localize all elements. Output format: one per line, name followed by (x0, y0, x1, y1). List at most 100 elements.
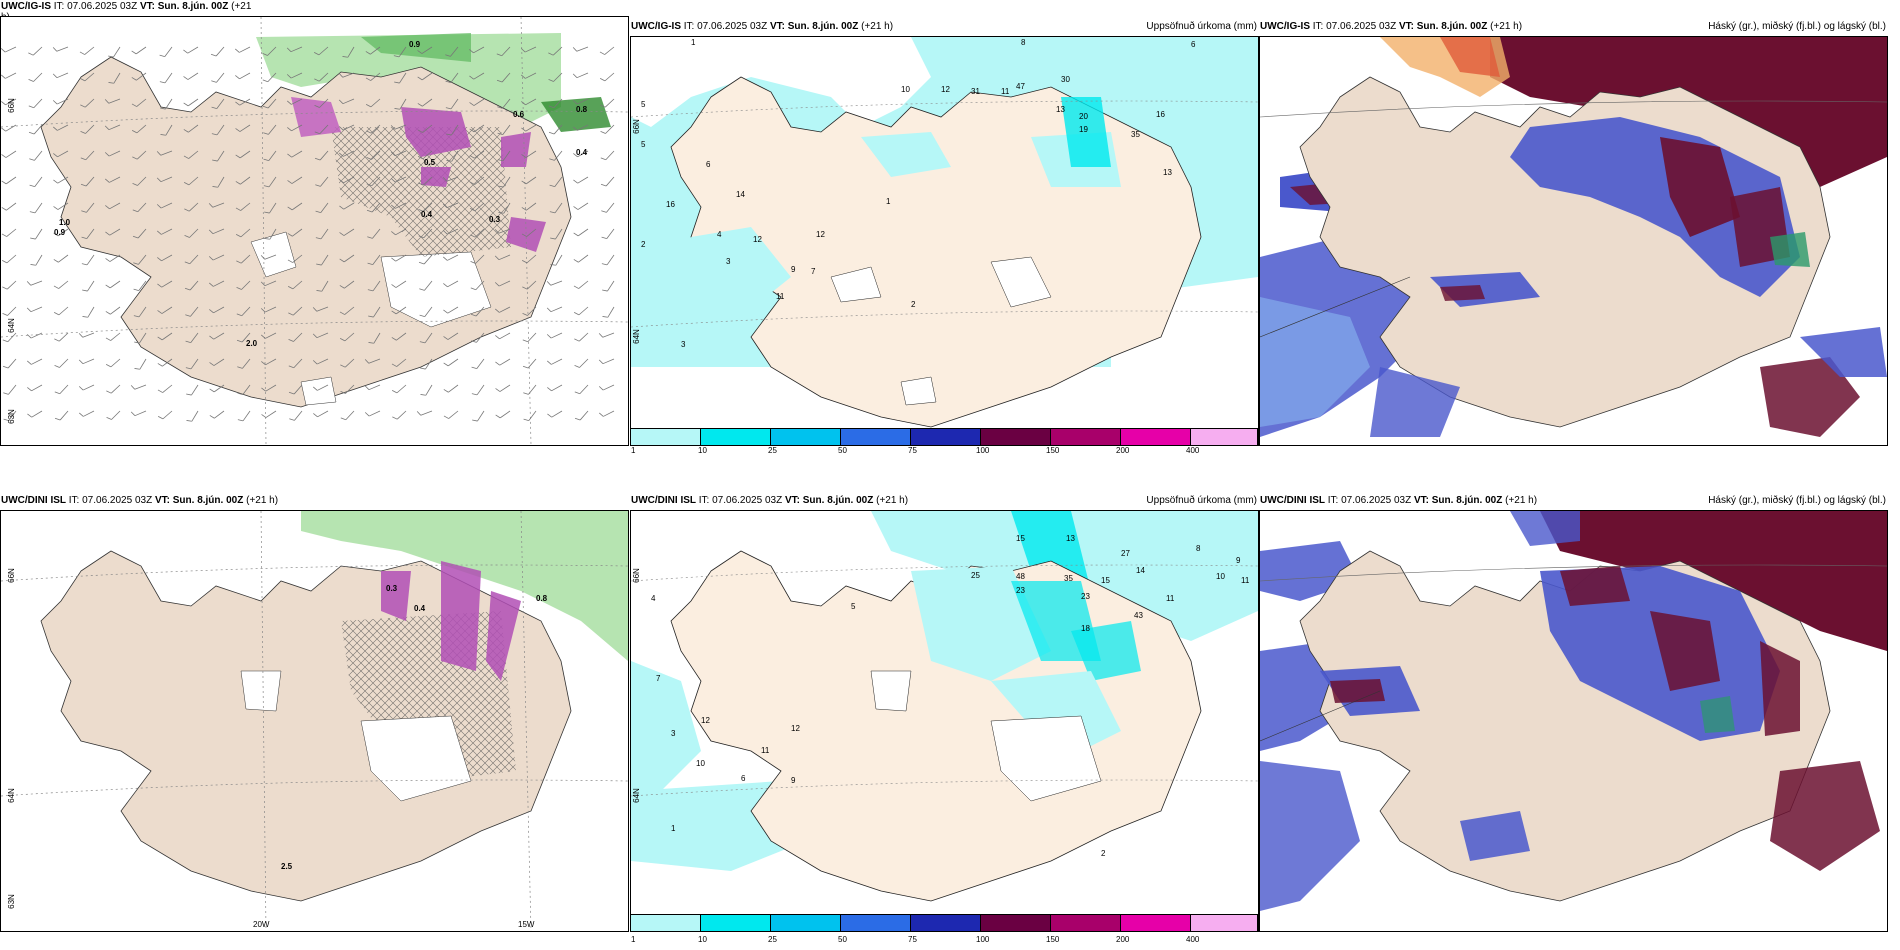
precip-label: 2 (1101, 849, 1106, 858)
wind-barb-icon (598, 406, 615, 418)
wind-barb-icon (602, 304, 615, 320)
wind-label: 2.0 (246, 339, 258, 348)
wind-barb-icon (1, 42, 17, 54)
wind-label: 0.9 (409, 40, 421, 49)
precip-label: 10 (696, 759, 705, 768)
panel-ig-precip: UWC/IG-IS IT: 07.06.2025 03Z VT: Sun. 8.… (630, 0, 1259, 455)
wind-barb-icon (495, 380, 511, 394)
wind-barb-icon (391, 380, 407, 395)
colorbar-swatch (701, 915, 771, 931)
precip-label: 35 (1064, 574, 1073, 583)
wind-barb-icon (416, 405, 433, 417)
wind-barb-icon (29, 173, 43, 189)
wind-barb-icon (159, 43, 173, 59)
precip-label: 31 (971, 87, 980, 96)
precip-label: 20 (1079, 112, 1088, 121)
lat-label: 66N (631, 568, 641, 583)
cloud-map (1260, 37, 1887, 445)
precip-label: 16 (1156, 110, 1165, 119)
wind-barb-icon (261, 406, 277, 420)
precip-label: 7 (811, 267, 816, 276)
precip-label: 1 (691, 38, 696, 47)
wind-barb-icon (443, 380, 459, 394)
precip-label: 10 (1216, 572, 1225, 581)
wind-barb-icon (573, 198, 589, 212)
panel-subtitle: Uppsöfnuð úrkoma (mm) (1146, 21, 1257, 32)
precip-label: 11 (1241, 576, 1250, 585)
precip-label: 11 (776, 292, 785, 301)
wind-barb-icon (105, 302, 121, 316)
wind-barb-icon (78, 380, 95, 392)
lat-label: 66N (6, 568, 16, 583)
wind-barb-icon (28, 95, 43, 110)
wind-barb-icon (573, 276, 589, 291)
panel-dini-wind: UWC/DINI ISL IT: 07.06.2025 03Z VT: Sun.… (0, 486, 629, 932)
precip-label: 13 (1163, 168, 1172, 177)
wind-barb-icon (26, 275, 43, 287)
wind-barb-icon (53, 250, 69, 264)
lat-label: 66N (6, 98, 16, 113)
colorbar (631, 914, 1258, 931)
precip-label: 12 (941, 85, 950, 94)
wind-barb-icon (105, 354, 121, 369)
precip-label: 3 (671, 729, 676, 738)
wind-barb-icon (574, 407, 589, 422)
precip-label: 3 (681, 340, 686, 349)
colorbar-swatch (771, 915, 841, 931)
wind-barb-icon (495, 406, 511, 420)
panel-ig-wind: UWC/IG-IS IT: 07.06.2025 03Z VT: Sun. 8.… (0, 0, 629, 446)
precip-label: 27 (1121, 549, 1130, 558)
colorbar-swatch (771, 429, 841, 445)
precip-label: 5 (641, 100, 646, 109)
colorbar-swatch (911, 915, 981, 931)
precip-map: 1 8 6 5 12 31 47 30 13 20 19 35 16 6 5 1… (631, 37, 1258, 428)
wind-barb-icon (28, 147, 43, 163)
wind-barb-icon (183, 68, 199, 82)
colorbar-swatch (981, 915, 1051, 931)
wind-barb-icon (29, 199, 43, 215)
wind-label: 2.5 (281, 862, 293, 871)
precip-label: 15 (1016, 534, 1025, 543)
wind-barb-icon (107, 43, 121, 60)
wind-barb-icon (81, 277, 95, 294)
precip-label: 6 (706, 160, 711, 169)
colorbar-swatch (631, 429, 701, 445)
precip-label: 9 (1236, 556, 1241, 565)
precip-label: 3 (726, 257, 731, 266)
wind-barb-icon (131, 42, 147, 56)
panel-title: UWC/DINI ISL IT: 07.06.2025 03Z VT: Sun.… (631, 495, 909, 506)
panel-title: UWC/IG-IS IT: 07.06.2025 03Z VT: Sun. 8.… (631, 21, 894, 32)
precip-label: 4 (717, 230, 722, 239)
precip-label: 18 (1081, 624, 1090, 633)
wind-label: 0.3 (489, 215, 501, 224)
wind-label: 0.3 (386, 584, 398, 593)
colorbar-swatch (1121, 429, 1191, 445)
wind-barb-icon (599, 42, 615, 57)
lon-label: 15W (518, 920, 535, 929)
wind-barb-icon (54, 355, 69, 370)
wind-barb-icon (157, 406, 173, 421)
lat-label: 64N (631, 788, 641, 803)
panel-title: UWC/DINI ISL IT: 07.06.2025 03Z VT: Sun.… (1260, 495, 1538, 506)
wind-barb-icon (82, 304, 95, 320)
wind-barb-icon (573, 328, 589, 343)
precip-label: 4 (651, 594, 656, 603)
wind-barb-icon (210, 69, 225, 85)
wind-barb-icon (523, 407, 537, 423)
wind-barb-icon (288, 407, 303, 423)
colorbar-swatch (841, 429, 911, 445)
wind-barb-icon (574, 355, 589, 370)
precip-label: 5 (641, 140, 646, 149)
wind-barb-icon (106, 407, 121, 422)
precip-label: 11 (1166, 594, 1175, 603)
wind-barb-icon (495, 354, 511, 367)
colorbar-swatch (1191, 429, 1258, 445)
precip-label: 15 (1101, 576, 1110, 585)
colorbar-swatch (1121, 915, 1191, 931)
lon-label: 20W (253, 920, 270, 929)
panel-title: UWC/IG-IS IT: 07.06.2025 03Z VT: Sun. 8.… (1260, 21, 1523, 32)
panel-ig-cloud: UWC/IG-IS IT: 07.06.2025 03Z VT: Sun. 8.… (1259, 0, 1888, 446)
map-frame: 0.9 0.8 0.6 1.0 0.9 2.0 0.5 0.4 0.3 0.4 … (0, 16, 629, 446)
wind-barb-icon (157, 380, 173, 395)
wind-barb-icon (52, 41, 69, 53)
